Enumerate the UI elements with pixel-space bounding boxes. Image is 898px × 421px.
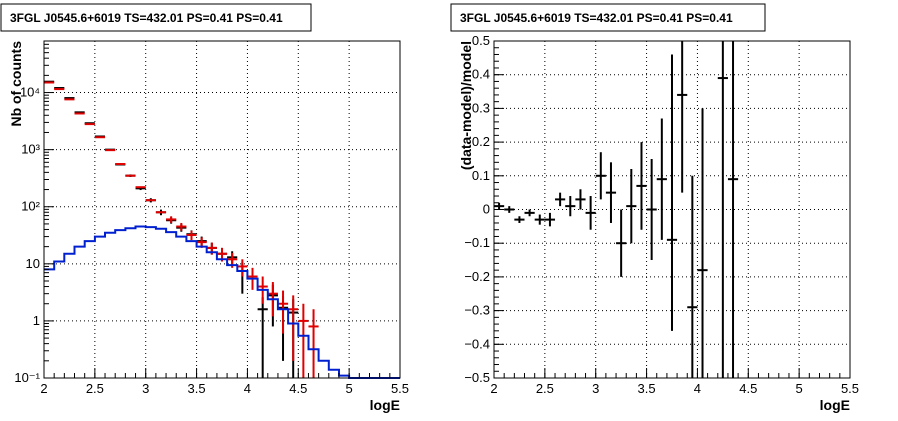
y-tick-label: 10²	[21, 199, 40, 214]
residuals-panel: 3FGL J0545.6+6019 TS=432.01 PS=0.41 PS=0…	[450, 3, 859, 413]
x-tick-label: 4.5	[289, 381, 307, 396]
axis-ticks: 2 2.5 3 3.5 4 4.5 5 5.5 10⁻¹ 1 10 10² 10³ 10⁴	[14, 43, 409, 396]
y-tick-label: 10	[26, 256, 40, 271]
x-tick-label: 3.5	[638, 381, 656, 396]
x-axis-label: logE	[820, 397, 850, 413]
x-tick-label: 2	[490, 381, 497, 396]
y-tick-label: 0	[483, 202, 490, 217]
x-tick-label: 2	[40, 381, 47, 396]
axis-ticks: 2 2.5 3 3.5 4 4.5 5 5.5 −0.5 −0.4 −0.3 −0.2 −0.1 0 0.1…	[464, 33, 859, 396]
x-axis-label: logE	[370, 397, 400, 413]
x-tick-label: 4	[244, 381, 251, 396]
x-tick-label: 2.5	[86, 381, 104, 396]
y-tick-label: 10⁴	[20, 85, 40, 100]
counts-panel: 3FGL J0545.6+6019 TS=432.01 PS=0.41 PS=0…	[0, 3, 409, 413]
plot-marks	[494, 41, 739, 378]
y-tick-label: 1	[33, 313, 40, 328]
y-tick-label: −0.1	[464, 235, 490, 250]
y-tick-label: 10³	[21, 142, 40, 157]
y-tick-label: −0.2	[464, 269, 490, 284]
x-tick-label: 3	[142, 381, 149, 396]
x-tick-label: 3	[592, 381, 599, 396]
x-tick-label: 4.5	[739, 381, 757, 396]
x-tick-label: 2.5	[536, 381, 554, 396]
x-tick-label: 5.5	[841, 381, 859, 396]
x-tick-label: 4	[694, 381, 701, 396]
y-tick-label: 0.3	[472, 100, 490, 115]
title-box	[450, 3, 766, 32]
y-axis-label: (data-model)/model	[458, 41, 474, 170]
x-tick-label: 3.5	[188, 381, 206, 396]
y-tick-label: −0.5	[464, 370, 490, 385]
y-tick-label: 0.4	[472, 67, 490, 82]
x-tick-label: 5	[346, 381, 353, 396]
y-tick-label: 0.1	[472, 168, 490, 183]
grid	[44, 41, 400, 378]
title-box	[0, 3, 312, 32]
y-tick-label: 0.2	[472, 134, 490, 149]
y-tick-label: 0.5	[472, 33, 490, 48]
chart-title: 3FGL J0545.6+6019 TS=432.01 PS=0.41 PS=0…	[10, 11, 283, 25]
x-tick-label: 5	[796, 381, 803, 396]
model-step-line	[44, 225, 400, 379]
y-axis-label: Nb of counts	[8, 41, 24, 127]
plot-marks	[44, 80, 400, 379]
y-tick-label: 10⁻¹	[14, 370, 40, 385]
plot-frame	[43, 40, 401, 379]
y-tick-label: −0.3	[464, 303, 490, 318]
x-tick-label: 5.5	[391, 381, 409, 396]
y-tick-label: −0.4	[464, 336, 490, 351]
chart-title: 3FGL J0545.6+6019 TS=432.01 PS=0.41 PS=0…	[460, 11, 733, 25]
